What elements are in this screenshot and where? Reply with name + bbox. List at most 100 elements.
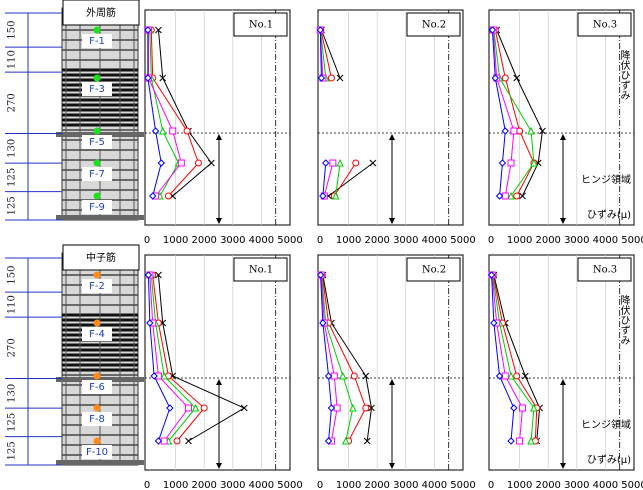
marker bbox=[174, 438, 180, 444]
marker bbox=[185, 405, 191, 411]
x-tick-label: 1000 bbox=[336, 480, 361, 490]
dim-label: 110 bbox=[7, 295, 18, 314]
chart-title: No.1 bbox=[249, 20, 273, 31]
marker bbox=[184, 128, 190, 134]
base-plate bbox=[56, 215, 144, 220]
marker bbox=[514, 373, 520, 379]
chart-title: No.2 bbox=[422, 20, 446, 31]
dim-label: 125 bbox=[7, 196, 18, 215]
marker bbox=[201, 405, 207, 411]
x-tick-label: 4000 bbox=[422, 480, 447, 490]
x-tick-label: 3000 bbox=[564, 480, 589, 490]
x-tick-label: 0 bbox=[317, 235, 323, 246]
gauge-dot bbox=[94, 75, 101, 82]
dim-label: 150 bbox=[7, 21, 18, 40]
plot-frame bbox=[318, 255, 463, 470]
x-tick-label: 2000 bbox=[535, 480, 560, 490]
x-axis-label: ひずみ(μ) bbox=[587, 454, 631, 466]
gauge-label: F-5 bbox=[89, 137, 105, 148]
dim-label: 125 bbox=[7, 413, 18, 432]
gauge-dot bbox=[94, 193, 101, 200]
gauge-label: F-10 bbox=[86, 447, 108, 458]
marker bbox=[517, 128, 523, 134]
marker bbox=[351, 373, 357, 379]
gauge-dot bbox=[94, 373, 101, 380]
x-tick-label: 0 bbox=[488, 480, 494, 490]
dim-label: 125 bbox=[7, 441, 18, 460]
gauge-dot bbox=[94, 320, 101, 327]
marker bbox=[328, 75, 334, 81]
marker bbox=[178, 160, 184, 166]
gauge-dot bbox=[94, 405, 101, 412]
marker bbox=[502, 75, 508, 81]
diagram-title: 外周筋 bbox=[86, 6, 116, 19]
x-tick-label: 0 bbox=[144, 480, 150, 490]
marker bbox=[514, 193, 520, 199]
gauge-label: F-4 bbox=[89, 329, 105, 340]
x-tick-label: 0 bbox=[488, 235, 494, 246]
gauge-label: F-7 bbox=[89, 169, 105, 180]
marker bbox=[165, 193, 171, 199]
x-tick-label: 3000 bbox=[393, 235, 418, 246]
gauge-label: F-2 bbox=[89, 281, 105, 292]
gauge-label: F-1 bbox=[89, 36, 105, 47]
x-tick-label: 2000 bbox=[535, 235, 560, 246]
x-tick-label: 4000 bbox=[249, 235, 274, 246]
x-tick-label: 5000 bbox=[621, 480, 643, 490]
x-tick-label: 4000 bbox=[593, 235, 618, 246]
x-tick-label: 5000 bbox=[277, 480, 302, 490]
marker bbox=[170, 128, 176, 134]
x-tick-label: 0 bbox=[317, 480, 323, 490]
x-tick-label: 3000 bbox=[220, 235, 245, 246]
gauge-dot bbox=[94, 27, 101, 34]
dim-label: 110 bbox=[7, 50, 18, 69]
x-tick-label: 5000 bbox=[450, 235, 475, 246]
x-tick-label: 3000 bbox=[393, 480, 418, 490]
x-tick-label: 1000 bbox=[507, 235, 532, 246]
dim-label: 130 bbox=[7, 384, 18, 403]
chart-title: No.1 bbox=[249, 265, 273, 276]
x-tick-label: 5000 bbox=[277, 235, 302, 246]
gauge-label: F-6 bbox=[89, 382, 105, 393]
gauge-dot bbox=[94, 272, 101, 279]
x-tick-label: 2000 bbox=[191, 480, 216, 490]
dim-label: 270 bbox=[7, 338, 18, 357]
chart-title: No.3 bbox=[593, 265, 617, 276]
marker bbox=[330, 160, 336, 166]
gauge-dot bbox=[94, 128, 101, 135]
dim-label: 150 bbox=[7, 266, 18, 285]
marker bbox=[508, 160, 514, 166]
x-tick-label: 3000 bbox=[564, 235, 589, 246]
base-plate bbox=[56, 460, 144, 465]
gauge-label: F-8 bbox=[89, 414, 105, 425]
x-axis-label: ひずみ(μ) bbox=[587, 209, 631, 221]
x-tick-label: 3000 bbox=[220, 480, 245, 490]
hinge-label: ヒンジ領域 bbox=[581, 418, 631, 431]
plot-frame bbox=[318, 10, 463, 225]
diagram-title: 中子筋 bbox=[86, 251, 116, 264]
dim-label: 130 bbox=[7, 139, 18, 158]
hinge-label: ヒンジ領域 bbox=[581, 173, 631, 186]
dim-label: 270 bbox=[7, 93, 18, 112]
yield-label: 降伏ひずみ bbox=[618, 294, 630, 345]
yield-label: 降伏ひずみ bbox=[618, 49, 630, 100]
gauge-label: F-9 bbox=[89, 202, 105, 213]
chart-title: No.3 bbox=[593, 20, 617, 31]
x-tick-label: 2000 bbox=[191, 235, 216, 246]
x-tick-label: 1000 bbox=[507, 480, 532, 490]
marker bbox=[519, 405, 525, 411]
x-tick-label: 1000 bbox=[163, 480, 188, 490]
gauge-label: F-3 bbox=[89, 84, 105, 95]
x-tick-label: 4000 bbox=[422, 235, 447, 246]
x-tick-label: 2000 bbox=[364, 235, 389, 246]
marker bbox=[195, 160, 201, 166]
x-tick-label: 5000 bbox=[621, 235, 643, 246]
figure: 150 110 270 130 125 125 外周筋 F-1 F-3 F-5 F-7 F-9 150 1… bbox=[0, 0, 643, 490]
marker bbox=[353, 160, 359, 166]
x-tick-label: 4000 bbox=[593, 480, 618, 490]
marker bbox=[517, 438, 523, 444]
x-tick-label: 0 bbox=[144, 235, 150, 246]
gauge-dot bbox=[94, 160, 101, 167]
gauge-dot bbox=[94, 438, 101, 445]
x-tick-label: 1000 bbox=[163, 235, 188, 246]
